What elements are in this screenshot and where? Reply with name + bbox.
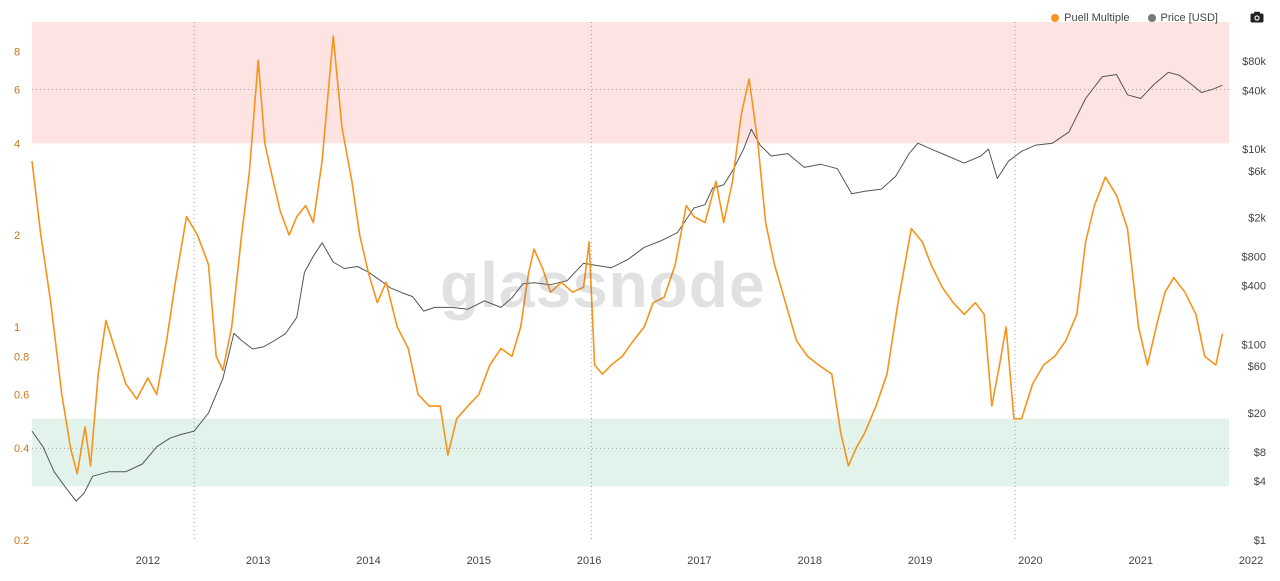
x-tick-label: 2022 [1239, 555, 1263, 567]
legend-dot-puell [1051, 14, 1060, 22]
y-right-tick-label: $4 [1254, 476, 1266, 488]
series-line-puell [31, 35, 1224, 475]
series-line-price [31, 71, 1223, 502]
x-tick-label: 2019 [908, 555, 932, 567]
y-right-tick-label: $10k [1242, 144, 1266, 156]
legend-dot-price [1147, 14, 1156, 22]
y-left-tick-label: 0.6 [14, 390, 29, 402]
x-tick-label: 2021 [1128, 555, 1152, 567]
y-left-tick-label: 2 [14, 230, 20, 242]
y-right-tick-label: $80k [1242, 56, 1266, 68]
y-right-tick-label: $800 [1242, 251, 1266, 263]
x-tick-label: 2015 [467, 555, 491, 567]
y-right-tick-label: $400 [1242, 281, 1266, 293]
y-right-tick-label: $100 [1242, 340, 1266, 352]
y-right-tick-label: $6k [1248, 166, 1266, 178]
y-right-tick-label: $1 [1254, 535, 1266, 547]
legend-label-price: Price [USD] [1160, 12, 1218, 24]
y-left-tick-label: 0.2 [14, 535, 29, 547]
legend: Puell Multiple Price [USD] [1051, 12, 1218, 24]
watermark: glassnode [440, 249, 766, 321]
y-right-tick-label: $20 [1248, 408, 1266, 420]
y-left-tick-label: 6 [14, 85, 20, 97]
camera-icon[interactable] [1250, 11, 1264, 23]
y-left-tick-label: 4 [14, 138, 20, 150]
y-left-tick-label: 1 [14, 322, 20, 334]
x-tick-label: 2018 [798, 555, 822, 567]
x-tick-label: 2012 [136, 555, 160, 567]
y-left-tick-label: 8 [14, 47, 20, 59]
legend-label-puell: Puell Multiple [1064, 12, 1130, 24]
legend-item-price[interactable]: Price [USD] [1147, 12, 1218, 24]
y-left-tick-label: 0.4 [14, 443, 29, 455]
x-tick-label: 2016 [577, 555, 601, 567]
x-tick-label: 2020 [1018, 555, 1042, 567]
legend-item-puell[interactable]: Puell Multiple [1051, 12, 1130, 24]
y-right-tick-label: $8 [1254, 447, 1266, 459]
x-tick-label: 2013 [246, 555, 270, 567]
x-tick-label: 2017 [687, 555, 711, 567]
band-lower [32, 418, 1229, 487]
x-tick-label: 2014 [356, 555, 380, 567]
y-right-tick-label: $2k [1248, 212, 1266, 224]
y-right-tick-label: $40k [1242, 85, 1266, 97]
band-upper [32, 22, 1229, 144]
y-right-tick-label: $60 [1248, 361, 1266, 373]
y-left-tick-label: 0.8 [14, 351, 29, 363]
